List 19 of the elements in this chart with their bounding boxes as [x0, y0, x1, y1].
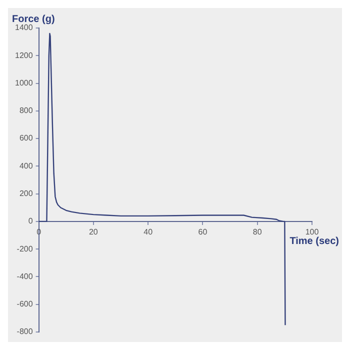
y-tick-label: -400	[16, 272, 34, 281]
y-axis-title: Force (g)	[12, 14, 55, 25]
y-tick-label: 0	[28, 216, 34, 226]
y-tick-label: 800	[19, 106, 34, 116]
y-tick-label: -600	[16, 300, 34, 309]
y-tick-label: 1200	[15, 50, 34, 60]
y-tick-label: 400	[19, 161, 34, 170]
x-tick-label: 60	[198, 227, 208, 236]
y-tick-label: 600	[19, 134, 34, 143]
x-tick-label: 100	[305, 227, 320, 236]
x-tick-label: 20	[88, 227, 98, 236]
x-tick-label: 80	[252, 227, 262, 236]
y-tick-label: -200	[16, 244, 34, 254]
y-tick-label: -800	[16, 327, 34, 336]
y-tick-label: 1000	[15, 78, 34, 88]
y-tick-label: 1400	[15, 23, 34, 32]
x-tick-label: 40	[144, 227, 154, 236]
y-tick-label: 200	[19, 189, 34, 198]
x-axis-title: Time (sec)	[290, 236, 339, 248]
